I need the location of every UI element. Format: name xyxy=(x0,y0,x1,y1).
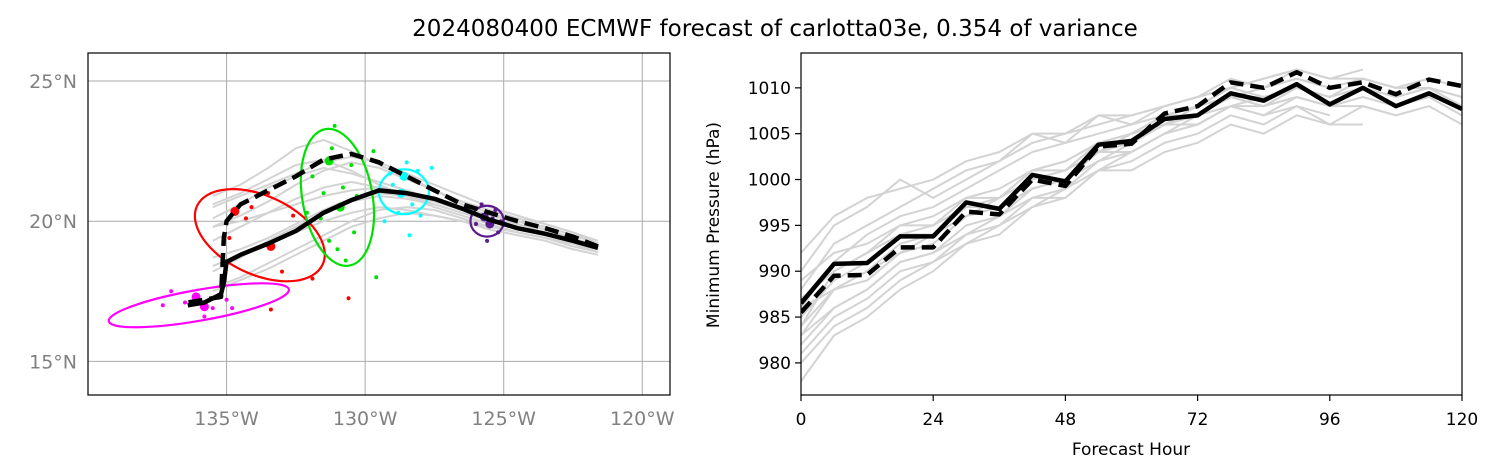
map-ensemble-track xyxy=(212,211,599,293)
cluster-point xyxy=(327,238,332,243)
pressure-y-tick-label: 1005 xyxy=(748,125,791,145)
map-mean-tracks xyxy=(187,151,599,308)
cluster-point xyxy=(346,296,351,301)
cluster-ellipse xyxy=(193,188,326,283)
cluster-point xyxy=(429,165,434,170)
cluster-point xyxy=(396,210,401,215)
cluster-point xyxy=(352,230,357,235)
pressure-x-tick-label: 96 xyxy=(1319,410,1341,430)
cluster-point xyxy=(224,297,229,302)
pressure-ensemble-line xyxy=(801,105,1363,282)
cluster-point xyxy=(479,202,484,207)
map-ensemble-tracks xyxy=(212,138,599,293)
pressure-ensemble-line xyxy=(801,77,1364,309)
cluster-point xyxy=(210,306,215,311)
pressure-panel: 0 24 48 72 96 120 980 985 990 995 1000 1005 1010 For… xyxy=(704,52,1478,460)
map-x-tick-label: 125°W xyxy=(471,408,536,430)
map-x-tick-label: 130°W xyxy=(333,408,398,430)
cluster-point xyxy=(321,191,326,196)
pressure-ensemble-line xyxy=(801,95,1331,327)
pressure-x-tick-label: 72 xyxy=(1187,410,1209,430)
map-mean-track-dashed xyxy=(187,151,599,305)
cluster-point xyxy=(371,149,376,154)
cluster-point xyxy=(160,303,165,308)
pressure-y-tick-label: 1000 xyxy=(748,171,791,191)
cluster-point xyxy=(388,171,393,176)
pressure-y-tick-label: 995 xyxy=(759,216,791,236)
cluster-point xyxy=(183,300,187,305)
cluster-point xyxy=(349,163,354,168)
cluster-point xyxy=(390,182,395,187)
cluster-point xyxy=(474,222,478,226)
map-y-tick-label: 20°N xyxy=(29,211,77,233)
pressure-y-tick-label: 980 xyxy=(759,354,791,374)
pressure-ensemble-line xyxy=(801,77,1462,346)
map-gridlines xyxy=(88,53,670,395)
cluster-point xyxy=(410,202,415,207)
cluster-point xyxy=(374,275,379,280)
cluster-point xyxy=(496,230,501,235)
cluster-point xyxy=(485,238,490,243)
pressure-y-tick-label: 1010 xyxy=(748,79,791,99)
cluster-point xyxy=(415,168,420,173)
cluster-ellipse xyxy=(107,282,291,329)
pressure-ensemble-line xyxy=(801,95,1462,309)
pressure-ensemble-line xyxy=(801,105,1331,382)
cluster-point xyxy=(227,236,232,241)
pressure-x-tick-label: 120 xyxy=(1446,410,1478,430)
cluster-point xyxy=(304,210,309,215)
figure-title: 2024080400 ECMWF forecast of carlotta03e… xyxy=(412,16,1138,42)
map-x-tick-label: 120°W xyxy=(610,408,675,430)
pressure-frame xyxy=(800,52,1463,396)
track-map-panel: 135°W 130°W 125°W 120°W 15°N 20°N 25°N xyxy=(29,52,675,430)
cluster-centroid xyxy=(399,171,409,181)
map-tick-labels: 135°W 130°W 125°W 120°W 15°N 20°N 25°N xyxy=(29,71,675,430)
cluster-point xyxy=(407,233,412,238)
cluster-point xyxy=(280,269,284,274)
cluster-point xyxy=(335,247,340,252)
cluster-ellipse xyxy=(469,204,505,238)
pressure-ensemble-line xyxy=(801,68,1462,300)
pressure-y-axis-label: Minimum Pressure (hPa) xyxy=(704,122,724,328)
pressure-x-tick-label: 0 xyxy=(796,410,807,430)
pressure-ticks: 0 24 48 72 96 120 980 985 990 995 1000 1005 1010 xyxy=(748,79,1478,430)
cluster-point xyxy=(268,307,273,312)
cluster-point xyxy=(329,146,334,151)
pressure-x-axis-label: Forecast Hour xyxy=(1072,440,1190,460)
pressure-y-tick-label: 985 xyxy=(759,308,791,328)
map-y-tick-label: 25°N xyxy=(29,71,77,93)
cluster-point xyxy=(382,219,387,224)
map-ensemble-track xyxy=(212,180,599,251)
cluster-point xyxy=(291,213,296,218)
cluster-point xyxy=(340,185,345,190)
map-x-tick-label: 135°W xyxy=(194,408,259,430)
pressure-x-tick-label: 24 xyxy=(922,410,944,430)
cluster-point xyxy=(343,258,348,263)
cluster-point xyxy=(230,306,235,311)
pressure-ensemble-line xyxy=(801,105,1397,355)
pressure-mean-dashed xyxy=(801,70,1462,314)
cluster-point xyxy=(332,123,337,128)
pressure-y-tick-label: 990 xyxy=(759,262,791,282)
pressure-ensemble-lines xyxy=(801,68,1462,382)
cluster-point xyxy=(418,213,423,218)
cluster-point xyxy=(202,314,207,319)
map-frame xyxy=(87,52,671,396)
cluster-point xyxy=(404,160,409,165)
pressure-x-tick-label: 48 xyxy=(1055,410,1077,430)
pressure-mean-lines xyxy=(801,70,1462,314)
cluster-point xyxy=(310,174,315,179)
cluster-point xyxy=(243,216,248,221)
cluster-point xyxy=(249,205,254,210)
cluster-point xyxy=(493,207,498,212)
map-y-tick-label: 15°N xyxy=(29,351,77,373)
cluster-point xyxy=(169,289,174,294)
cluster-point xyxy=(310,276,315,281)
